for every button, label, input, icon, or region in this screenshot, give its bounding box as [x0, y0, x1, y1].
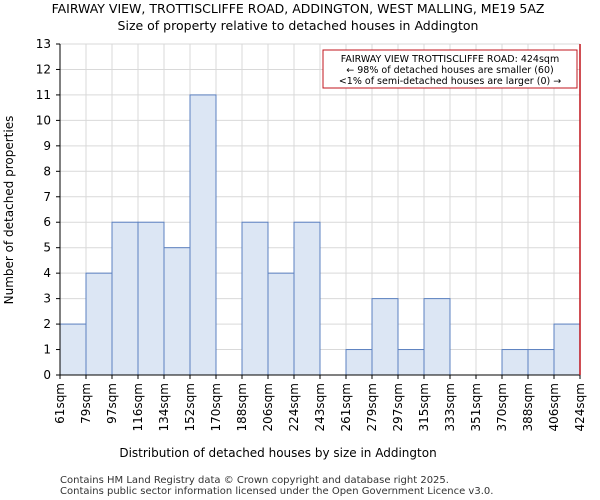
x-tick-label: 406sqm: [547, 383, 561, 431]
bar-97sqm: [111, 221, 139, 376]
x-tick-labels: 61sqm 79sqm 97sqm 116sqm 134sqm 152sqm 170sqm 1…: [53, 383, 587, 431]
bar-315sqm: [423, 298, 451, 376]
y-tick-label: 10: [36, 113, 51, 127]
y-tick-label: 9: [43, 139, 51, 153]
y-tick-label: 0: [43, 368, 51, 382]
bar-79sqm: [85, 272, 113, 376]
x-tick-label: 116sqm: [131, 383, 145, 431]
x-tick-label: 388sqm: [521, 383, 535, 431]
bar-406sqm: [553, 323, 581, 376]
x-tick-label: 297sqm: [391, 383, 405, 431]
bar-297sqm: [397, 349, 425, 376]
y-tick-label: 7: [43, 190, 51, 204]
x-tick-label: 424sqm: [573, 383, 587, 431]
x-tick-label: 351sqm: [469, 383, 483, 431]
x-tick-label: 243sqm: [313, 383, 327, 431]
bars-group: [59, 94, 581, 376]
axes-group: [56, 43, 581, 379]
x-tick-label: 315sqm: [417, 383, 431, 431]
x-tick-label: 224sqm: [287, 383, 301, 431]
bar-261sqm: [345, 349, 373, 376]
bar-116sqm: [137, 221, 165, 376]
bar-152sqm: [189, 94, 217, 376]
annotation-line-property: FAIRWAY VIEW TROTTISCLIFFE ROAD: 424sqm: [341, 54, 559, 65]
y-tick-label: 6: [43, 215, 51, 229]
y-tick-label: 13: [36, 37, 51, 51]
chart-title: FAIRWAY VIEW, TROTTISCLIFFE ROAD, ADDING…: [52, 1, 545, 16]
footer-line-1: Contains HM Land Registry data © Crown c…: [60, 475, 449, 486]
bar-61sqm: [59, 323, 87, 376]
x-tick-label: 333sqm: [443, 383, 457, 431]
annotation-line-smaller: ← 98% of detached houses are smaller (60…: [346, 65, 553, 76]
x-tick-label: 261sqm: [339, 383, 353, 431]
y-tick-label: 12: [36, 62, 51, 76]
y-tick-label: 2: [43, 317, 51, 331]
x-tick-label: 170sqm: [209, 383, 223, 431]
x-tick-label: 152sqm: [183, 383, 197, 431]
annotation-box: [322, 49, 578, 89]
x-tick-label: 79sqm: [79, 383, 93, 424]
x-tick-label: 370sqm: [495, 383, 509, 431]
x-tick-label: 206sqm: [261, 383, 275, 431]
footer-line-2: Contains public sector information licen…: [60, 486, 493, 497]
annotation-line-larger: <1% of semi-detached houses are larger (…: [339, 76, 561, 87]
x-axis-label: Distribution of detached houses by size …: [119, 446, 436, 460]
bar-206sqm: [267, 272, 295, 376]
y-tick-label: 5: [43, 241, 51, 255]
y-tick-label: 1: [43, 343, 51, 357]
x-tick-label: 97sqm: [105, 383, 119, 424]
bar-388sqm: [527, 349, 555, 376]
y-tick-label: 11: [36, 88, 51, 102]
y-tick-label: 4: [43, 266, 51, 280]
bar-134sqm: [163, 247, 191, 376]
chart-subtitle: Size of property relative to detached ho…: [118, 18, 479, 33]
y-axis-label: Number of detached properties: [2, 116, 16, 305]
x-tick-label: 134sqm: [157, 383, 171, 431]
y-tick-label: 3: [43, 292, 51, 306]
y-tick-label: 8: [43, 164, 51, 178]
x-tick-label: 279sqm: [365, 383, 379, 431]
bar-370sqm: [501, 349, 529, 376]
bar-224sqm: [293, 221, 321, 376]
x-tick-label: 61sqm: [53, 383, 67, 424]
x-tick-label: 188sqm: [235, 383, 249, 431]
bar-188sqm: [241, 221, 269, 376]
bar-279sqm: [371, 298, 399, 376]
